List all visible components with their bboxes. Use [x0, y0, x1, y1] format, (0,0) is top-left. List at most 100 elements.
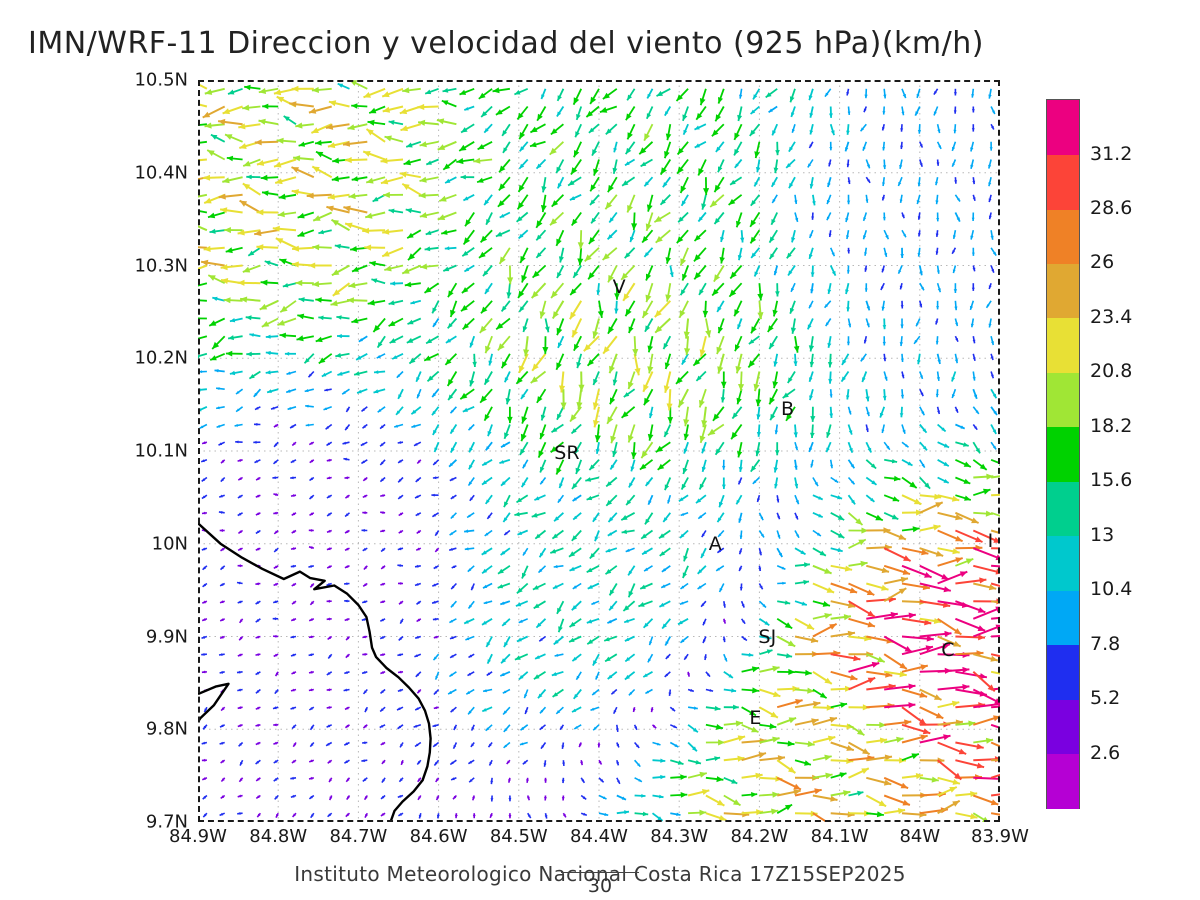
wind-vector — [865, 794, 887, 808]
wind-vector — [741, 706, 757, 717]
wind-vector — [326, 724, 333, 728]
wind-vector — [812, 735, 836, 744]
wind-vector — [364, 812, 369, 818]
wind-vector — [702, 618, 707, 626]
wind-vector — [884, 702, 916, 709]
wind-vector — [638, 600, 653, 608]
wind-vector — [362, 688, 368, 695]
wind-vector — [379, 618, 386, 622]
wind-vector — [435, 777, 440, 783]
wind-vector — [201, 600, 208, 604]
wind-vector — [483, 600, 493, 605]
wind-vector — [201, 618, 208, 622]
wind-vector — [777, 668, 796, 675]
wind-vector — [449, 618, 457, 624]
wind-vector — [450, 582, 457, 590]
wind-vector — [273, 653, 279, 658]
wind-vector — [777, 600, 791, 605]
wind-vector — [238, 777, 244, 783]
x-tick-label: 84.6W — [409, 826, 468, 847]
wind-vector — [308, 670, 314, 674]
wind-vector — [919, 776, 939, 783]
wind-vector — [687, 706, 698, 710]
wind-vector — [991, 687, 1000, 691]
wind-vector — [291, 671, 297, 675]
wind-vector — [616, 759, 620, 766]
wind-vector — [418, 812, 422, 819]
wind-vector — [919, 706, 944, 720]
wind-vector — [616, 810, 630, 815]
wind-vector — [572, 582, 582, 590]
wind-vector — [534, 653, 546, 660]
wind-vector — [467, 600, 475, 609]
wind-vector — [741, 792, 758, 798]
wind-vector — [776, 776, 802, 791]
wind-vector — [308, 688, 314, 692]
colorbar-tick-label: 10.4 — [1090, 578, 1133, 601]
wind-vector — [501, 618, 511, 627]
wind-vector — [502, 706, 511, 716]
y-tick-label: 10.4N — [134, 162, 188, 184]
wind-vector — [688, 809, 707, 816]
wind-vector — [991, 759, 1000, 762]
wind-vector — [255, 688, 261, 694]
wind-vector — [741, 666, 760, 673]
colorbar-band — [1047, 154, 1079, 210]
wind-vector — [848, 661, 880, 673]
wind-vector — [255, 777, 261, 782]
wind-vector — [650, 707, 654, 713]
wind-vector — [325, 741, 333, 747]
wind-vector — [237, 812, 243, 815]
wind-vector — [431, 582, 439, 587]
wind-vector — [327, 812, 333, 818]
wind-vector — [723, 720, 743, 727]
wind-vector — [633, 741, 640, 749]
wind-vector — [379, 724, 386, 729]
y-tick-label: 10.1N — [134, 440, 188, 462]
wind-vector — [812, 600, 831, 607]
wind-vector — [219, 670, 225, 674]
wind-vector — [463, 617, 475, 625]
wind-vector — [901, 635, 934, 642]
colorbar-band — [1047, 372, 1079, 428]
wind-vector — [901, 723, 931, 735]
wind-vector — [522, 759, 529, 765]
wind-vector — [723, 704, 739, 710]
wind-vector — [362, 635, 368, 639]
wind-vector — [379, 706, 386, 713]
wind-vector — [990, 773, 1000, 779]
wind-vector — [274, 671, 279, 677]
wind-vector — [990, 812, 1000, 816]
wind-vector — [664, 636, 672, 646]
wind-vector — [436, 813, 440, 819]
wind-vector — [812, 623, 838, 638]
wind-vector — [514, 653, 529, 661]
wind-vector — [201, 653, 207, 656]
wind-vector — [866, 811, 884, 818]
wind-vector — [539, 706, 547, 714]
wind-vector — [812, 613, 832, 620]
wind-vector — [557, 618, 565, 633]
wind-vector — [651, 724, 657, 729]
wind-vector — [575, 671, 582, 681]
wind-vector — [516, 582, 529, 594]
wind-vector — [741, 752, 767, 762]
wind-vector — [812, 688, 828, 699]
wind-vector — [346, 795, 351, 801]
y-axis-ticks: 9.7N 9.8N 9.9N 10N 10.1N 10.2N 10.3N 10.… — [0, 70, 1200, 833]
colorbar[interactable] — [1046, 99, 1080, 809]
wind-vector — [544, 813, 548, 819]
wind-vector — [414, 635, 422, 639]
wind-vector — [830, 741, 855, 752]
wind-vector — [255, 723, 261, 727]
wind-vector — [615, 724, 619, 733]
wind-vector — [432, 617, 439, 621]
wind-vector — [414, 706, 422, 711]
wind-vector — [759, 808, 779, 815]
wind-vector — [552, 582, 564, 590]
plot-area[interactable]: V B SR A I SJ C E — [198, 80, 1000, 822]
wind-vector — [379, 635, 386, 640]
wind-vector — [535, 618, 547, 629]
wind-vector — [587, 582, 600, 590]
wind-vector — [308, 794, 315, 800]
